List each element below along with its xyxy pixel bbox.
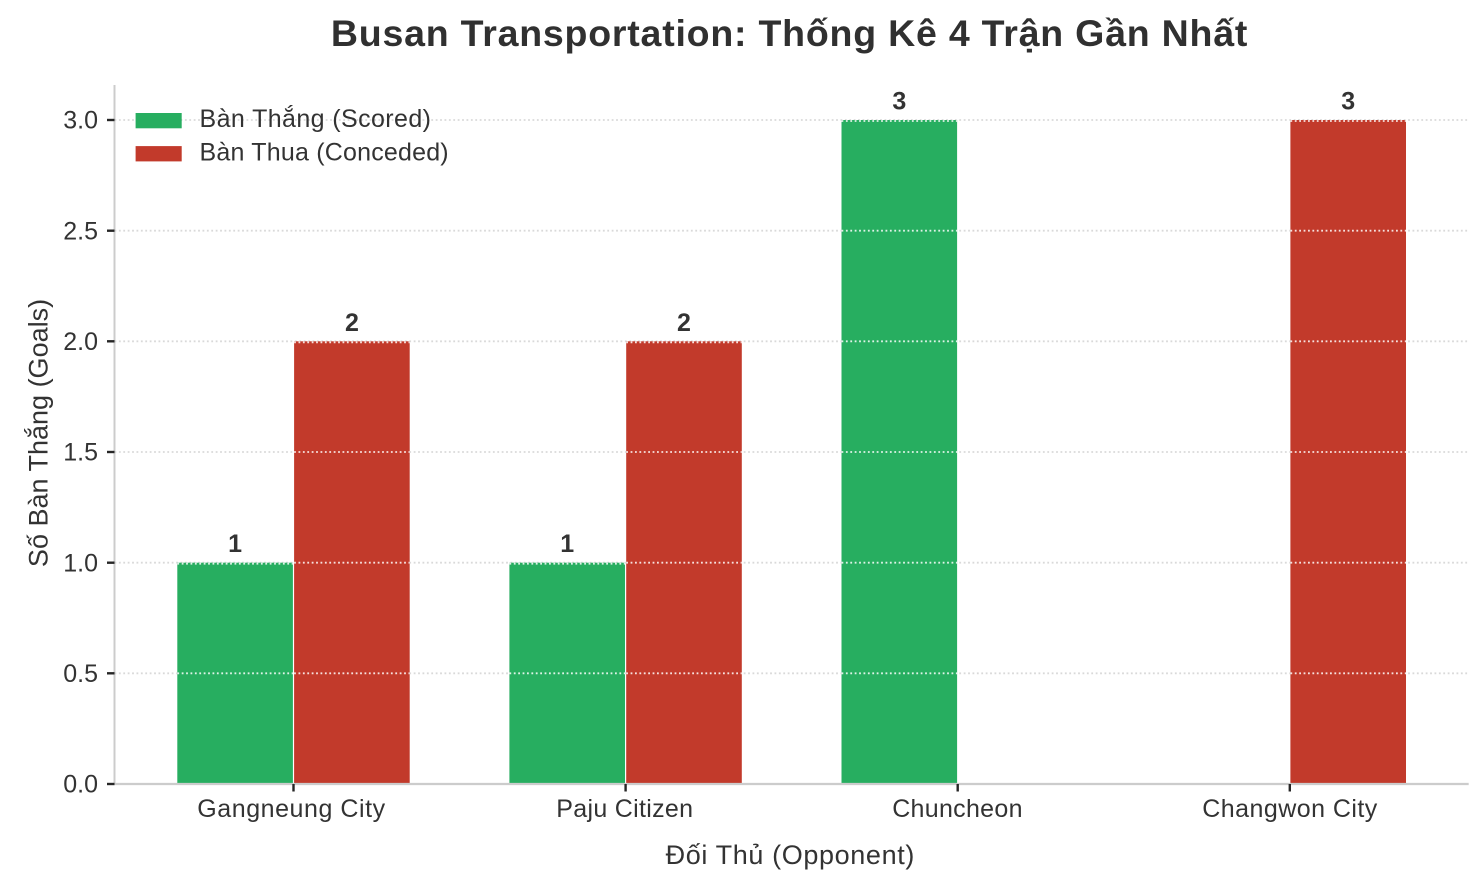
svg-text:0.0: 0.0	[63, 771, 98, 799]
svg-text:1: 1	[560, 530, 574, 558]
svg-text:3.0: 3.0	[63, 107, 98, 135]
svg-text:3: 3	[892, 88, 906, 116]
svg-text:Paju Citizen: Paju Citizen	[556, 795, 693, 823]
svg-text:2: 2	[677, 309, 691, 337]
svg-text:2.0: 2.0	[63, 328, 98, 356]
svg-text:1.0: 1.0	[63, 549, 98, 577]
svg-text:3: 3	[1341, 88, 1355, 116]
svg-text:Changwon City: Changwon City	[1202, 795, 1377, 823]
svg-text:Busan Transportation: Thống Kê: Busan Transportation: Thống Kê 4 Trận Gầ…	[331, 12, 1248, 54]
svg-text:1: 1	[228, 530, 242, 558]
svg-text:0.5: 0.5	[63, 660, 98, 688]
svg-text:Số Bàn Thắng (Goals): Số Bàn Thắng (Goals)	[23, 299, 54, 567]
svg-text:Gangneung City: Gangneung City	[197, 795, 385, 823]
svg-text:Bàn Thắng (Scored): Bàn Thắng (Scored)	[200, 104, 432, 133]
svg-text:Đối Thủ (Opponent): Đối Thủ (Opponent)	[666, 840, 915, 870]
svg-text:2.5: 2.5	[63, 217, 98, 245]
svg-text:Bàn Thua (Conceded): Bàn Thua (Conceded)	[200, 138, 449, 166]
svg-text:1.5: 1.5	[63, 439, 98, 467]
svg-text:Chuncheon: Chuncheon	[892, 795, 1023, 823]
svg-text:2: 2	[345, 309, 359, 337]
